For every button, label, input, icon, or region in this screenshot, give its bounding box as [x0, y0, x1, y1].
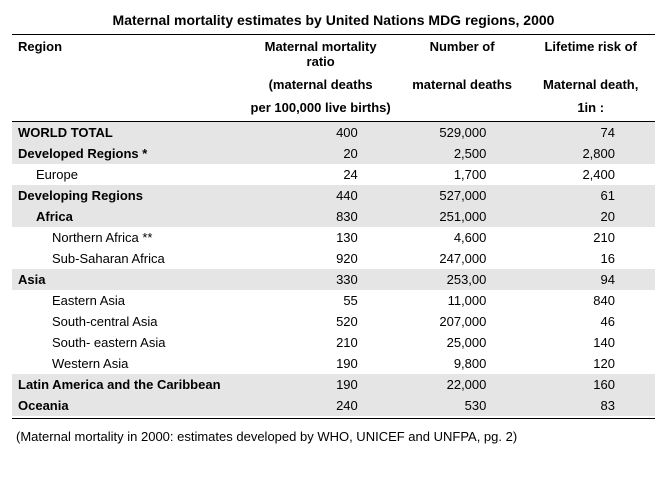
cell-deaths: 22,000: [398, 374, 527, 395]
footer-note: (Maternal mortality in 2000: estimates d…: [12, 419, 655, 448]
cell-region: South-central Asia: [12, 311, 243, 332]
table-row: WORLD TOTAL400529,00074: [12, 122, 655, 144]
cell-ratio: 20: [243, 143, 397, 164]
cell-risk: 2,800: [526, 143, 655, 164]
col-ratio-l3: per 100,000 live births): [243, 96, 397, 122]
cell-deaths: 207,000: [398, 311, 527, 332]
cell-risk: 2,400: [526, 164, 655, 185]
cell-risk: 20: [526, 206, 655, 227]
cell-ratio: 24: [243, 164, 397, 185]
cell-risk: 94: [526, 269, 655, 290]
table-row: Africa830251,00020: [12, 206, 655, 227]
cell-ratio: 440: [243, 185, 397, 206]
cell-region: Sub-Saharan Africa: [12, 248, 243, 269]
col-region: Region: [12, 35, 243, 73]
table-row: South- eastern Asia21025,000140: [12, 332, 655, 353]
cell-risk: 46: [526, 311, 655, 332]
cell-deaths: 530: [398, 395, 527, 416]
cell-region: Northern Africa **: [12, 227, 243, 248]
cell-risk: 840: [526, 290, 655, 311]
cell-risk: 140: [526, 332, 655, 353]
cell-region: WORLD TOTAL: [12, 122, 243, 144]
table-row: Eastern Asia5511,000840: [12, 290, 655, 311]
cell-risk: 120: [526, 353, 655, 374]
table-body: WORLD TOTAL400529,00074Developed Regions…: [12, 122, 655, 417]
col-deaths-l1: Number of: [398, 35, 527, 73]
cell-region: Eastern Asia: [12, 290, 243, 311]
cell-deaths: 2,500: [398, 143, 527, 164]
cell-region: Africa: [12, 206, 243, 227]
cell-ratio: 920: [243, 248, 397, 269]
cell-deaths: 529,000: [398, 122, 527, 144]
col-deaths-l2: maternal deaths: [398, 73, 527, 96]
table-row: Oceania24053083: [12, 395, 655, 416]
table-row: Europe241,7002,400: [12, 164, 655, 185]
cell-deaths: 253,00: [398, 269, 527, 290]
cell-risk: 74: [526, 122, 655, 144]
table-row: Developing Regions440527,00061: [12, 185, 655, 206]
cell-region: Latin America and the Caribbean: [12, 374, 243, 395]
cell-region: Oceania: [12, 395, 243, 416]
col-ratio-l2: (maternal deaths: [243, 73, 397, 96]
table-title: Maternal mortality estimates by United N…: [12, 8, 655, 35]
cell-ratio: 830: [243, 206, 397, 227]
cell-deaths: 9,800: [398, 353, 527, 374]
cell-ratio: 55: [243, 290, 397, 311]
table-row: Sub-Saharan Africa920247,00016: [12, 248, 655, 269]
table-header: Region Maternal mortality ratio Number o…: [12, 35, 655, 122]
cell-ratio: 240: [243, 395, 397, 416]
cell-risk: 16: [526, 248, 655, 269]
cell-region: Asia: [12, 269, 243, 290]
cell-ratio: 190: [243, 374, 397, 395]
table-row: Asia330253,0094: [12, 269, 655, 290]
table-row: Western Asia1909,800120: [12, 353, 655, 374]
col-ratio-l1: Maternal mortality ratio: [243, 35, 397, 73]
col-risk-l1: Lifetime risk of: [526, 35, 655, 73]
col-risk-l3: 1in :: [526, 96, 655, 122]
cell-risk: 61: [526, 185, 655, 206]
cell-deaths: 527,000: [398, 185, 527, 206]
cell-ratio: 330: [243, 269, 397, 290]
cell-region: South- eastern Asia: [12, 332, 243, 353]
cell-deaths: 11,000: [398, 290, 527, 311]
cell-deaths: 4,600: [398, 227, 527, 248]
cell-deaths: 251,000: [398, 206, 527, 227]
table-row: Latin America and the Caribbean19022,000…: [12, 374, 655, 395]
cell-ratio: 130: [243, 227, 397, 248]
cell-risk: 83: [526, 395, 655, 416]
table-row: South-central Asia520207,00046: [12, 311, 655, 332]
cell-ratio: 190: [243, 353, 397, 374]
cell-region: Western Asia: [12, 353, 243, 374]
cell-region: Developing Regions: [12, 185, 243, 206]
cell-deaths: 1,700: [398, 164, 527, 185]
cell-region: Developed Regions *: [12, 143, 243, 164]
mortality-table: Region Maternal mortality ratio Number o…: [12, 35, 655, 416]
cell-deaths: 247,000: [398, 248, 527, 269]
col-risk-l2: Maternal death,: [526, 73, 655, 96]
cell-risk: 160: [526, 374, 655, 395]
table-row: Developed Regions *202,5002,800: [12, 143, 655, 164]
cell-ratio: 520: [243, 311, 397, 332]
cell-ratio: 210: [243, 332, 397, 353]
cell-region: Europe: [12, 164, 243, 185]
cell-risk: 210: [526, 227, 655, 248]
table-row: Northern Africa **1304,600210: [12, 227, 655, 248]
cell-deaths: 25,000: [398, 332, 527, 353]
cell-ratio: 400: [243, 122, 397, 144]
